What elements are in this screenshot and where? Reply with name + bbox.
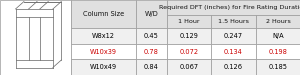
Bar [211,28,256,44]
Text: 0.185: 0.185 [268,64,287,70]
Text: 2 Hours: 2 Hours [266,19,290,24]
Text: 0.247: 0.247 [224,33,243,39]
Bar [167,0,300,15]
Bar [70,28,136,44]
Bar [167,59,211,75]
Bar [70,0,136,28]
Bar [167,44,211,59]
Bar [136,59,167,75]
Bar [167,15,211,28]
Bar [256,59,300,75]
Text: N/A: N/A [272,33,284,39]
Text: W10x49: W10x49 [90,64,117,70]
Text: W/D: W/D [145,11,158,17]
Bar [70,44,136,59]
Bar [136,0,167,28]
Text: 0.84: 0.84 [144,64,159,70]
Bar [211,15,256,28]
Bar [256,44,300,59]
Bar [0,0,70,75]
Text: 0.45: 0.45 [144,33,159,39]
Text: 1 Hour: 1 Hour [178,19,200,24]
Bar [256,28,300,44]
Bar [211,59,256,75]
Text: Column Size: Column Size [82,11,124,17]
Text: W10x39: W10x39 [90,49,117,55]
Text: 0.067: 0.067 [179,64,198,70]
Text: 0.198: 0.198 [268,49,287,55]
Text: 0.78: 0.78 [144,49,159,55]
Text: 0.134: 0.134 [224,49,243,55]
Bar [136,44,167,59]
Bar [136,28,167,44]
Bar [70,59,136,75]
Bar [256,15,300,28]
Text: W8x12: W8x12 [92,33,115,39]
Text: Required DFT (inches) for Fire Rating Duration: Required DFT (inches) for Fire Rating Du… [159,5,300,10]
Bar [211,44,256,59]
Text: 0.129: 0.129 [179,33,198,39]
Text: 1.5 Hours: 1.5 Hours [218,19,249,24]
Text: 0.072: 0.072 [179,49,198,55]
Text: 0.126: 0.126 [224,64,243,70]
Bar [167,28,211,44]
